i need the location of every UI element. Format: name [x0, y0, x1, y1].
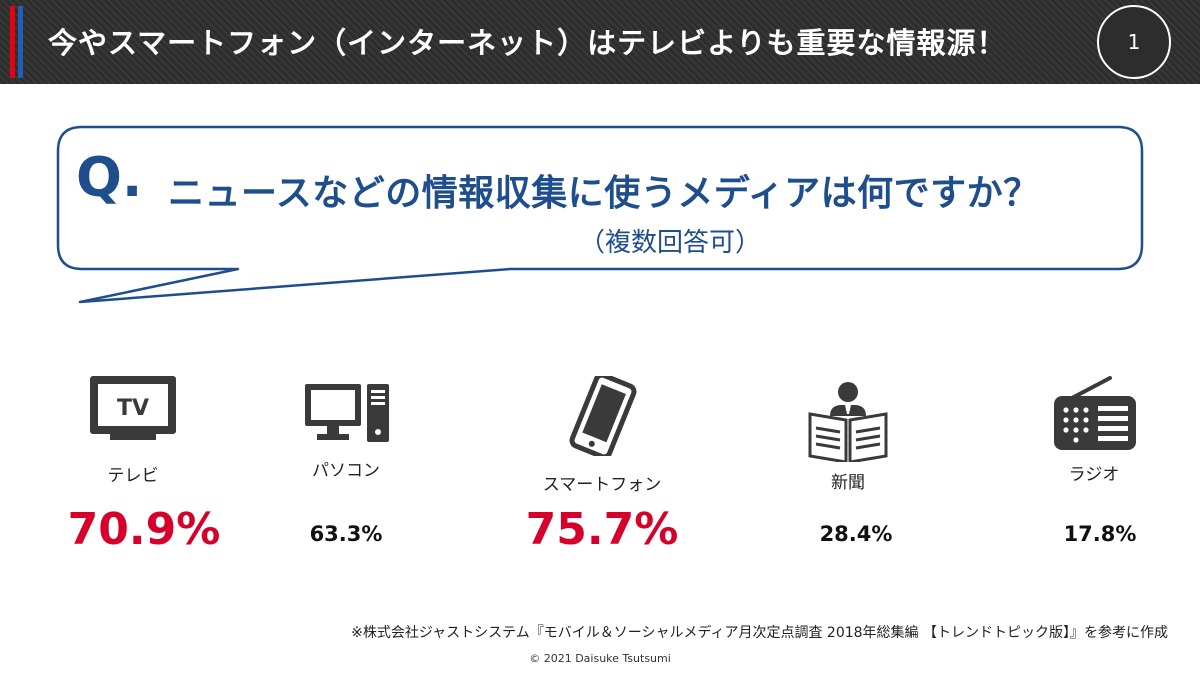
media-label-smartphone: スマートフォン [542, 475, 662, 495]
copyright: © 2021 Daisuke Tsutsumi [529, 652, 671, 665]
media-value-pc: 63.3% [309, 522, 383, 546]
tv-icon: TV [90, 376, 176, 440]
media-value-smartphone: 75.7% [525, 504, 679, 555]
slide-title: 今やスマートフォン（インターネット）はテレビよりも重要な情報源！ [48, 26, 1007, 60]
page-number-badge: 1 [1097, 5, 1171, 79]
media-label-newspaper: 新聞 [831, 473, 865, 493]
smartphone-icon [569, 376, 637, 456]
media-label-pc: パソコン [312, 461, 380, 481]
radio-icon [1054, 376, 1136, 450]
media-value-newspaper: 28.4% [819, 522, 893, 546]
speech-bubble [56, 125, 1144, 304]
media-value-radio: 17.8% [1063, 522, 1137, 546]
media-label-tv: テレビ [107, 466, 159, 486]
svg-text:TV: TV [117, 396, 149, 421]
question-text: ニュースなどの情報収集に使うメディアは何ですか？ [168, 173, 1040, 214]
media-label-radio: ラジオ [1068, 465, 1120, 485]
accent-stripe-blue [18, 6, 23, 78]
desktop-computer-icon [305, 384, 389, 442]
media-value-tv: 70.9% [67, 504, 221, 555]
title-bar: 今やスマートフォン（インターネット）はテレビよりも重要な情報源！ 1 [0, 0, 1200, 84]
question-note: （複数回答可） [578, 228, 761, 258]
newspaper-reader-icon [808, 382, 888, 462]
source-note: ※株式会社ジャストシステム『モバイル＆ソーシャルメディア月次定点調査 2018年… [351, 625, 1168, 641]
question-mark-label: Q. [76, 146, 143, 209]
accent-stripe-red [10, 6, 15, 78]
